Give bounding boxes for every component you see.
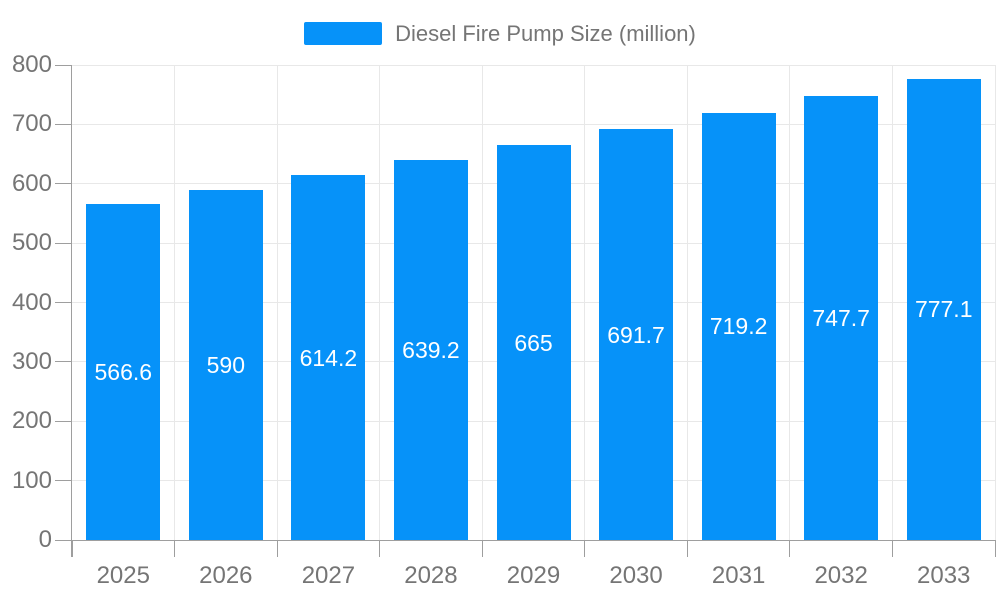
y-axis-tick	[55, 302, 72, 303]
y-axis-tick-label: 500	[11, 229, 52, 257]
legend[interactable]: Diesel Fire Pump Size (million)	[0, 20, 1000, 47]
y-axis-tick	[55, 123, 72, 125]
x-axis-tick	[584, 540, 586, 557]
legend-swatch	[304, 22, 383, 45]
bar[interactable]	[188, 189, 263, 540]
x-axis-tick-label: 2028	[404, 562, 458, 589]
bar[interactable]	[86, 203, 161, 540]
y-axis-tick	[55, 242, 72, 244]
y-axis-tick	[55, 480, 72, 482]
bar-value-label: 691.7	[607, 321, 665, 348]
x-axis-tick-label: 2032	[814, 562, 868, 589]
bar-value-label: 747.7	[812, 305, 870, 332]
legend-label: Diesel Fire Pump Size (million)	[395, 21, 696, 46]
y-axis-tick-label: 400	[11, 288, 52, 316]
v-gridline	[379, 65, 381, 540]
v-gridline	[891, 65, 893, 540]
x-axis-tick	[379, 540, 381, 557]
bar[interactable]	[906, 78, 981, 540]
y-axis-tick-label: 600	[11, 169, 52, 197]
v-gridline	[789, 65, 791, 540]
v-gridline	[686, 65, 688, 540]
bar-value-label: 590	[206, 351, 246, 378]
v-gridline	[584, 65, 586, 540]
y-axis-tick	[55, 361, 72, 363]
y-axis-tick-label: 300	[11, 347, 52, 375]
bar[interactable]	[291, 175, 366, 540]
h-gridline	[72, 64, 995, 66]
bar[interactable]	[804, 96, 879, 540]
y-axis-tick	[55, 183, 72, 185]
y-axis-tick	[55, 539, 72, 541]
x-axis-tick	[686, 540, 688, 557]
bar-value-label: 719.2	[709, 313, 768, 340]
y-axis-tick-label: 800	[11, 51, 52, 78]
bar-value-label: 639.2	[402, 337, 460, 364]
bar-value-label: 614.2	[299, 344, 358, 371]
v-gridline	[174, 65, 176, 540]
bar[interactable]	[599, 129, 674, 540]
bar-value-label: 777.1	[914, 296, 973, 323]
bar[interactable]	[701, 112, 776, 540]
v-gridline	[994, 65, 996, 540]
x-axis-tick	[481, 540, 483, 557]
bar-value-label: 665	[514, 329, 553, 356]
x-axis-tick	[891, 540, 893, 557]
x-axis-tick-label: 2030	[609, 562, 663, 589]
x-axis-tick	[994, 540, 996, 557]
bar[interactable]	[496, 145, 571, 540]
y-axis-tick-label: 100	[11, 466, 52, 494]
y-axis-tick	[55, 420, 72, 422]
x-axis-tick	[789, 540, 791, 557]
x-axis-tick-label: 2031	[711, 562, 766, 589]
x-axis-tick	[174, 540, 176, 557]
x-axis-tick-label: 2025	[96, 562, 150, 589]
x-axis-tick-label: 2026	[199, 562, 253, 589]
v-gridline	[276, 65, 278, 540]
x-axis-tick	[71, 540, 73, 557]
x-axis-tick-label: 2029	[506, 562, 561, 589]
x-axis-tick	[276, 540, 278, 557]
y-axis-tick	[55, 64, 72, 66]
x-axis-tick-label: 2033	[917, 562, 971, 589]
h-gridline	[72, 123, 995, 125]
x-axis-line	[72, 539, 995, 541]
v-gridline	[481, 65, 483, 540]
y-axis-tick-label: 0	[38, 526, 52, 553]
bar-value-label: 566.6	[94, 358, 153, 385]
bar[interactable]	[393, 160, 468, 540]
y-axis-line	[71, 65, 72, 557]
x-axis-tick-label: 2027	[301, 562, 356, 589]
y-axis-tick-label: 700	[11, 110, 52, 138]
y-axis-tick-label: 200	[11, 407, 52, 435]
